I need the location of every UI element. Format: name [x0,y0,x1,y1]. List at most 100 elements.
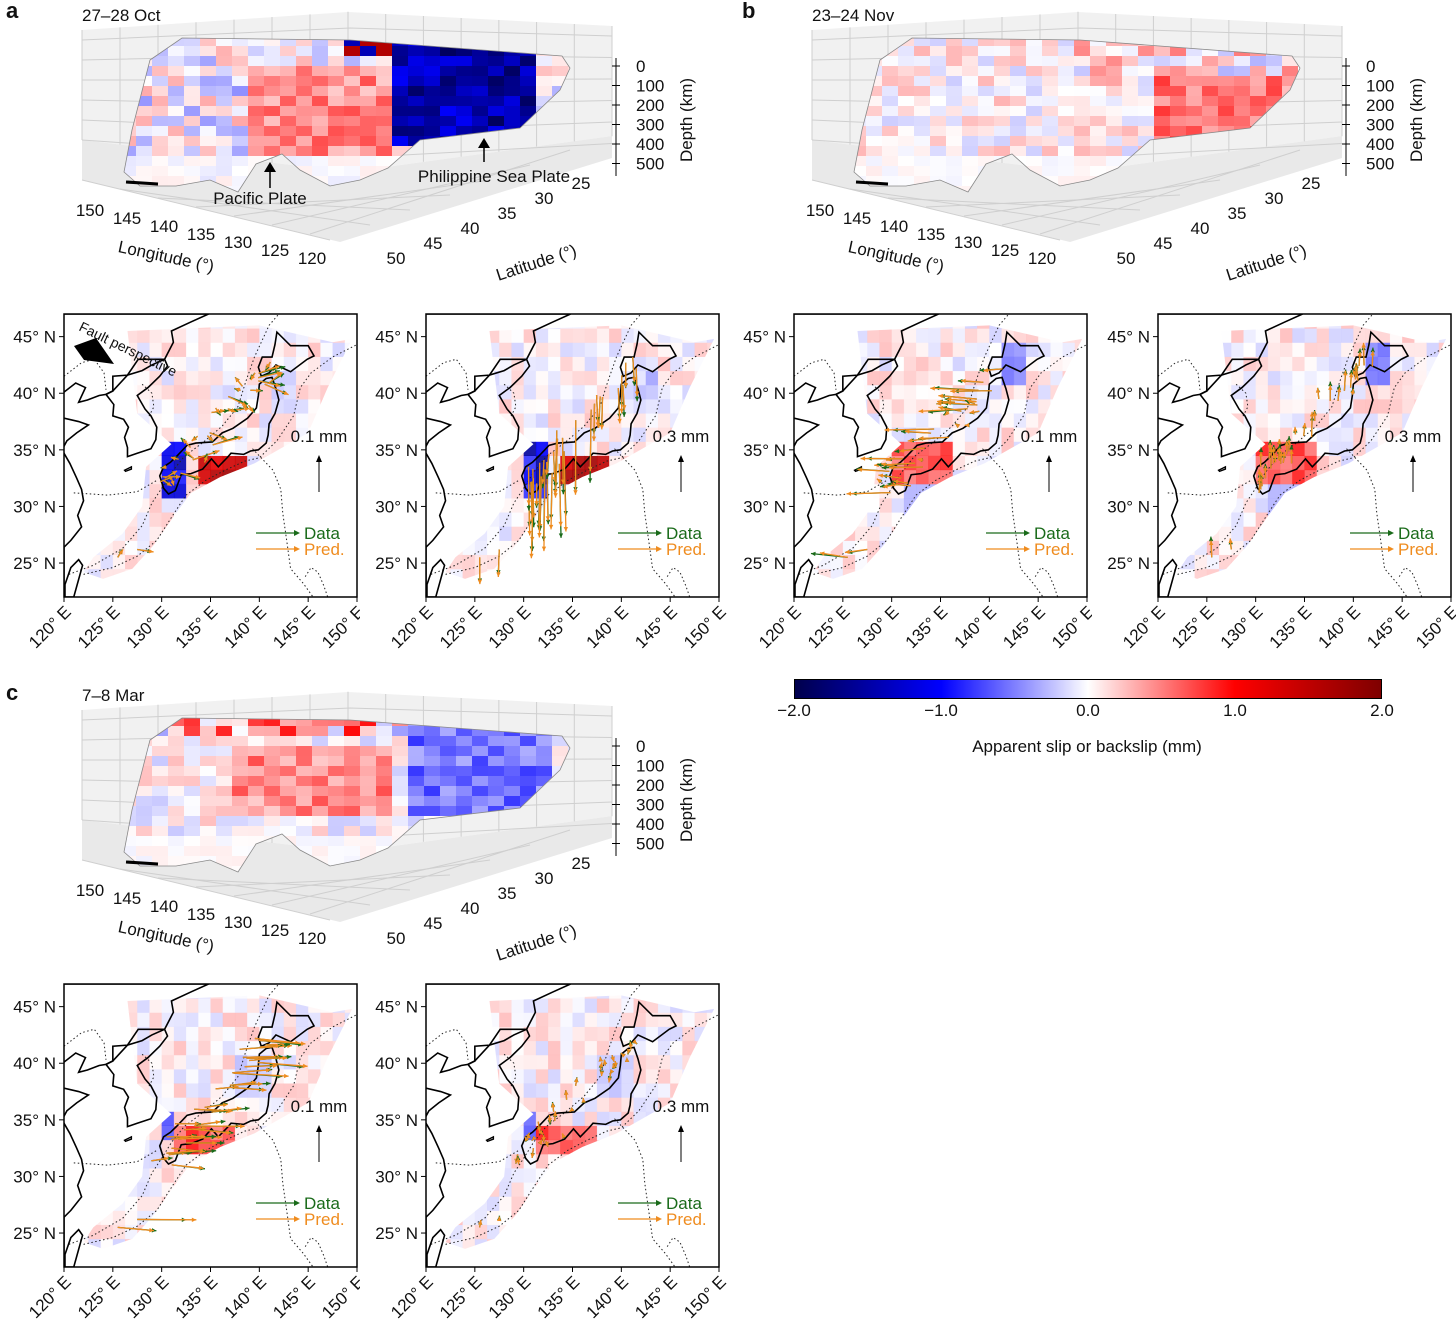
slip-cell [283,1083,297,1098]
scale-arrowhead [316,455,322,462]
longitude-tick-label: 125 [991,241,1019,260]
lat-tick-label: 40° N [1107,384,1150,403]
slip-patch [296,736,313,747]
lon-tick-label: 140° E [582,602,632,652]
slip-cell [535,370,549,386]
slip-patch [898,106,915,117]
slip-patch [424,756,441,767]
pred-arrowhead [1328,385,1333,390]
slip-patch [152,106,169,117]
coastline [64,984,209,1074]
slip-cell [523,469,537,485]
slip-cell [173,413,187,428]
slip-patch [248,46,265,57]
slip-patch [1138,56,1155,67]
slip-cell [283,427,297,442]
pred-arrowhead [1293,426,1298,432]
plate-boundary [871,383,885,419]
slip-cell [867,328,880,343]
pred-arrowhead [1279,451,1284,457]
slip-patch [280,86,297,97]
coastline [794,417,821,597]
slip-patch [962,38,979,47]
slip-patch [136,136,153,147]
lat-tick-label: 30° N [375,497,418,516]
slip-cell [977,441,990,456]
slip-cell [198,1054,211,1070]
latitude-tick-label: 35 [498,204,517,223]
slip-patch [1026,38,1043,47]
slip-cell [1328,328,1342,343]
grid-line [1039,149,1301,235]
slip-patch [1010,136,1027,147]
pred-vector [601,397,604,430]
lon-tick-label: 150° E [680,602,728,652]
pred-arrowhead [230,408,236,413]
slip-patch [504,56,521,67]
pred-arrowhead [215,408,220,414]
slip-patch [216,736,233,747]
slip-cell [259,1026,273,1042]
latitude-tick-label: 50 [387,249,406,268]
slip-cell [1243,413,1257,428]
slip-cell [1316,356,1330,372]
slip-cell [1267,384,1281,400]
slip-patch [248,86,265,97]
slip-patch [168,156,185,167]
data-arrowhead [286,1054,292,1060]
lon-tick-label: 145° E [1363,602,1413,652]
slip-patch [344,56,361,67]
slip-patch [328,166,345,177]
depth-tick-label: 400 [636,815,664,834]
slip-patch [136,166,153,177]
slip-patch [280,756,297,767]
slip-cell [320,1026,334,1042]
coastline [794,314,939,404]
pred-arrowhead [938,393,944,399]
slip-patch [200,126,217,137]
slip-patch [200,826,217,837]
slip-patch [520,106,537,117]
slip-cell [222,325,236,329]
grid-line [157,197,411,211]
slip-patch [264,736,281,747]
slip-patch [914,76,931,87]
slip-cell [1231,526,1244,541]
slip-patch [408,786,425,797]
lat-tick-label: 45° N [1107,328,1150,347]
slip-cell [511,526,525,541]
slip-cell [149,1012,163,1027]
slip-patch [344,746,361,757]
slip-patch [1074,106,1091,117]
slip-patch [408,136,425,147]
slip-cell [1219,540,1232,556]
pred-vector [563,451,567,532]
slip-cell [234,342,248,357]
pred-arrowhead [149,1228,154,1233]
lat-tick-label: 45° N [13,328,56,347]
lat-tick-label: 25° N [1107,554,1150,573]
pred-vector [819,552,848,559]
slip-patch [184,146,201,157]
slip-patch [488,76,505,87]
slip-patch [520,76,537,87]
slip-patch [1218,116,1235,127]
pred-arrowhead [545,516,551,521]
slip-patch [1090,126,1107,137]
slip-patch [978,116,995,127]
slip-cell [523,398,537,414]
slip-patch [264,756,281,767]
slip-patch [914,166,931,177]
slip-cell [977,328,990,343]
slip-patch [232,776,249,787]
slip-patch [264,38,281,47]
slip-patch [312,846,329,857]
slip-patch [296,156,313,167]
grid-line [81,707,613,721]
slip-cell [234,1026,248,1042]
slip-patch [184,796,201,807]
slip-patch [408,746,425,757]
pred-arrowhead [876,478,882,484]
slip-patch [1074,156,1091,167]
slip-patch [1138,136,1155,147]
